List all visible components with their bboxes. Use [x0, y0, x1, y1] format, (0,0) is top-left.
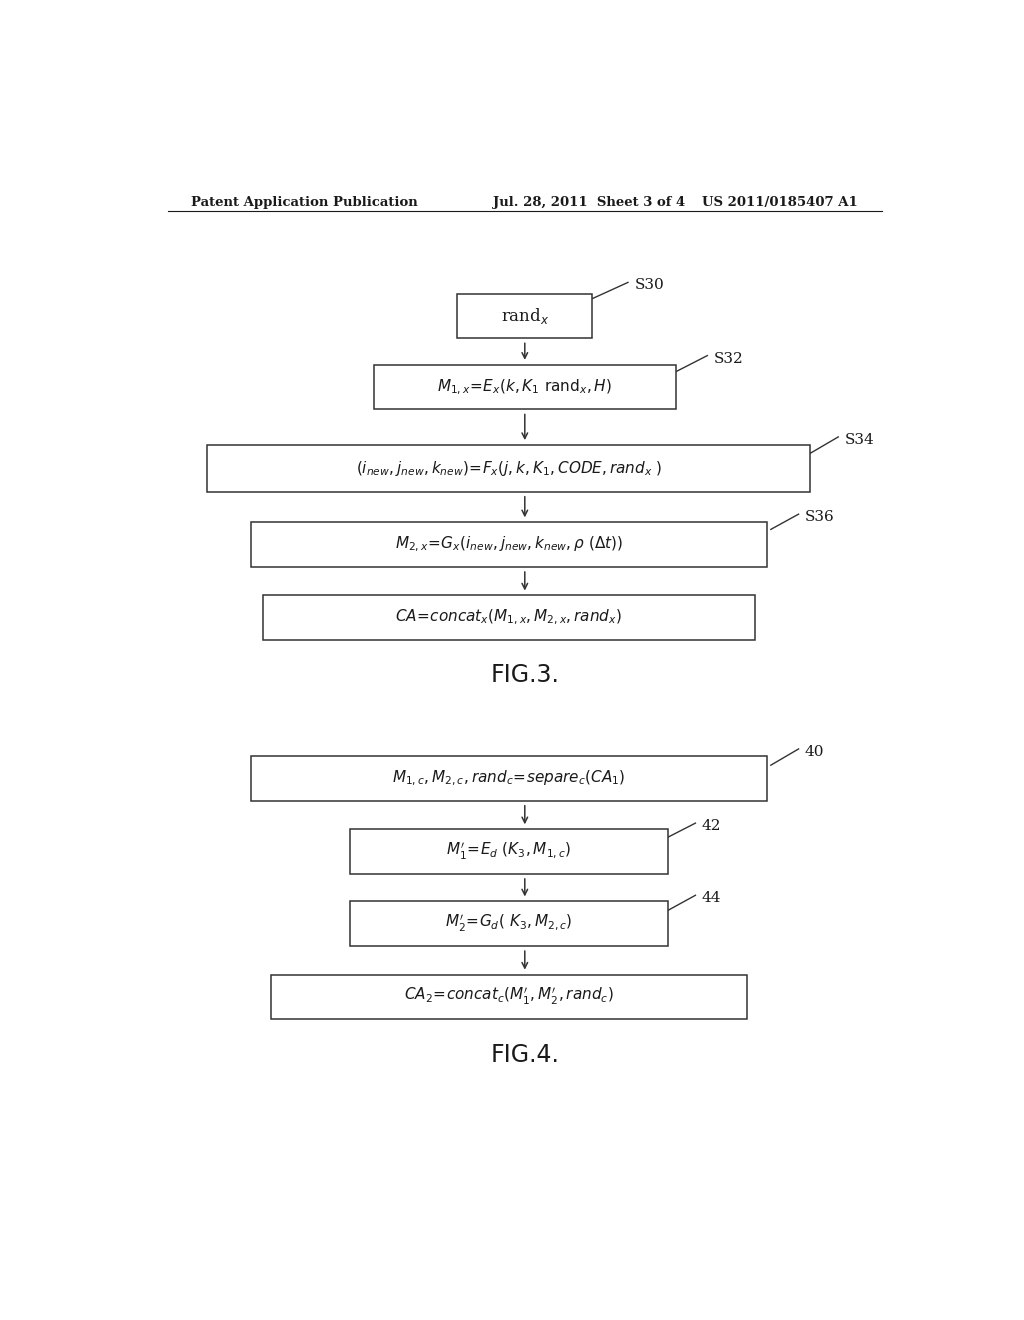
- Text: $M_{2,x}\!=\!G_x(i_{new},j_{new},k_{new},\rho\ (\Delta t))$: $M_{2,x}\!=\!G_x(i_{new},j_{new},k_{new}…: [395, 535, 623, 554]
- Text: FIG.3.: FIG.3.: [490, 663, 559, 686]
- FancyBboxPatch shape: [458, 293, 592, 338]
- Text: $(i_{new},j_{new},k_{new})\!=\!F_x(j,k,K_1,CODE,rand_x\ )$: $(i_{new},j_{new},k_{new})\!=\!F_x(j,k,K…: [355, 459, 663, 478]
- FancyBboxPatch shape: [263, 595, 755, 640]
- Text: $M_{1,x}\!=\!E_x(k,K_1\ \mathrm{rand}_x,H)$: $M_{1,x}\!=\!E_x(k,K_1\ \mathrm{rand}_x,…: [437, 378, 612, 397]
- Text: 40: 40: [805, 744, 824, 759]
- Text: S34: S34: [845, 433, 874, 447]
- Text: 44: 44: [701, 891, 721, 906]
- Text: S32: S32: [714, 351, 743, 366]
- Text: 42: 42: [701, 820, 721, 833]
- Text: $CA_2\!=\!concat_c(M_1',M_2',rand_c)$: $CA_2\!=\!concat_c(M_1',M_2',rand_c)$: [404, 986, 613, 1007]
- Text: $M_2'\!=\!G_d(\ K_3,M_{2,c})$: $M_2'\!=\!G_d(\ K_3,M_{2,c})$: [445, 913, 572, 935]
- Text: $CA\!=\!concat_x(M_{1,x},M_{2,x},rand_x)$: $CA\!=\!concat_x(M_{1,x},M_{2,x},rand_x)…: [395, 609, 623, 627]
- Text: rand$_x$: rand$_x$: [501, 306, 549, 326]
- Text: S30: S30: [634, 279, 665, 293]
- Text: Patent Application Publication: Patent Application Publication: [191, 195, 418, 209]
- Text: Jul. 28, 2011  Sheet 3 of 4: Jul. 28, 2011 Sheet 3 of 4: [494, 195, 685, 209]
- Text: $M_1'\!=\!E_d\ (K_3,M_{1,c})$: $M_1'\!=\!E_d\ (K_3,M_{1,c})$: [446, 841, 571, 862]
- FancyBboxPatch shape: [270, 974, 748, 1019]
- Text: US 2011/0185407 A1: US 2011/0185407 A1: [702, 195, 858, 209]
- Text: $M_{1,c},M_{2,c},rand_c\!=\!separe_c(CA_1)$: $M_{1,c},M_{2,c},rand_c\!=\!separe_c(CA_…: [392, 768, 626, 788]
- FancyBboxPatch shape: [350, 902, 668, 946]
- Text: FIG.4.: FIG.4.: [490, 1043, 559, 1067]
- FancyBboxPatch shape: [207, 445, 811, 492]
- Text: S36: S36: [805, 511, 835, 524]
- FancyBboxPatch shape: [251, 756, 767, 801]
- FancyBboxPatch shape: [350, 829, 668, 874]
- FancyBboxPatch shape: [374, 364, 676, 409]
- FancyBboxPatch shape: [251, 523, 767, 568]
